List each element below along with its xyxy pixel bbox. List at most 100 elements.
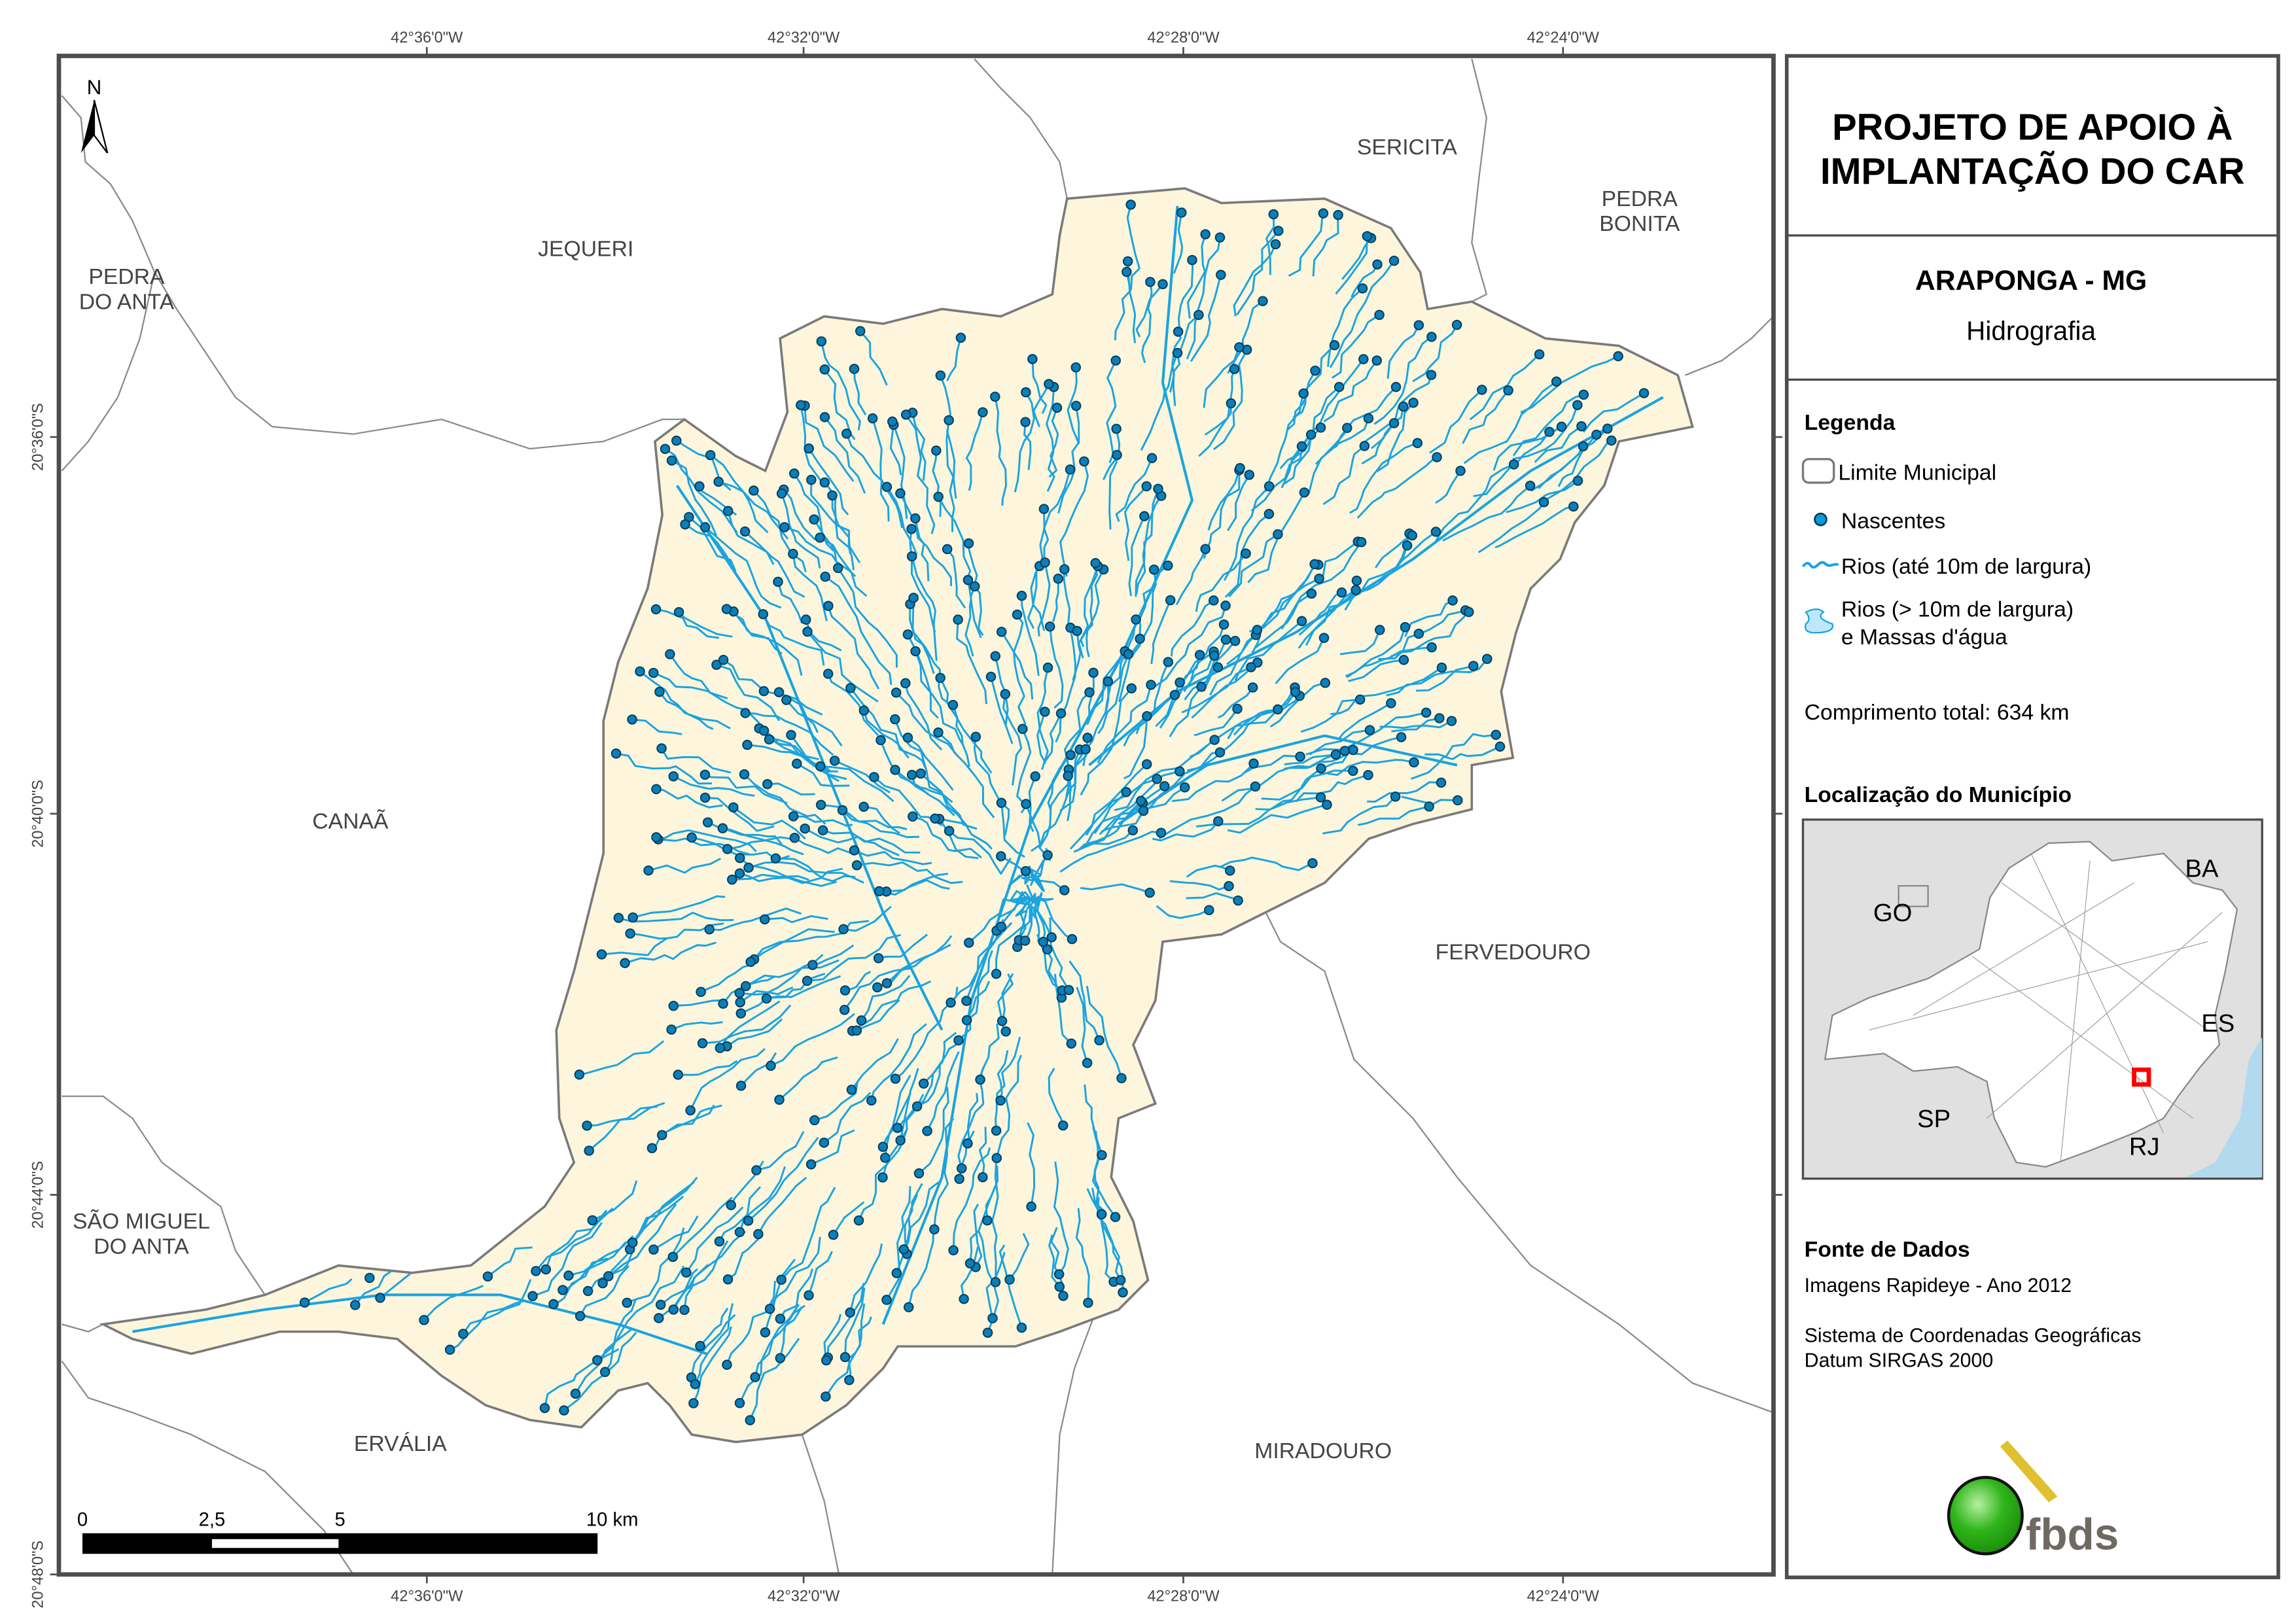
- spring-point: [1016, 590, 1027, 601]
- spring-point: [915, 768, 926, 779]
- spring-point: [1371, 355, 1383, 366]
- river: [631, 718, 682, 735]
- spring-point: [773, 687, 785, 697]
- spring-point: [1142, 710, 1152, 722]
- river: [1351, 264, 1379, 298]
- river: [689, 1048, 766, 1111]
- river: [807, 934, 901, 982]
- spring-point: [1354, 694, 1366, 705]
- river: [873, 776, 943, 827]
- spring-point: [906, 523, 917, 534]
- river: [586, 1106, 658, 1127]
- river: [700, 964, 752, 993]
- river: [853, 849, 932, 865]
- spring-point: [1165, 595, 1176, 606]
- spring-point: [1027, 354, 1038, 364]
- spring-point: [727, 874, 737, 885]
- svg-text:Fonte de Dados: Fonte de Dados: [1805, 1237, 1970, 1262]
- spring-point: [1083, 1297, 1093, 1308]
- spring-point: [557, 1285, 568, 1295]
- river: [1330, 667, 1443, 716]
- river: [743, 773, 826, 825]
- spring-point: [1572, 476, 1583, 486]
- river: [1115, 457, 1153, 522]
- spring-point: [1070, 362, 1082, 373]
- spring-point: [942, 544, 953, 555]
- spring-point: [1606, 435, 1617, 446]
- river: [1052, 578, 1059, 622]
- river: [937, 731, 995, 818]
- river: [709, 454, 789, 540]
- river: [739, 1304, 800, 1404]
- spring-point: [1447, 595, 1458, 606]
- spring-point: [1053, 1269, 1065, 1280]
- spring-point: [935, 672, 945, 684]
- spring-point: [982, 1215, 993, 1226]
- river: [827, 673, 879, 736]
- spring-point: [766, 1060, 776, 1071]
- spring-point: [1434, 713, 1445, 724]
- river: [553, 1257, 609, 1305]
- spring-point: [990, 651, 1001, 661]
- spring-point: [773, 576, 783, 587]
- spring-point: [1065, 464, 1076, 475]
- river: [568, 1235, 634, 1277]
- legend-item-label: Rios (até 10m de largura): [1841, 554, 2091, 579]
- spring-point: [704, 924, 715, 935]
- municipality-name: ARAPONGA - MG: [1915, 265, 2147, 296]
- river: [807, 1251, 833, 1296]
- spring-point: [809, 514, 819, 525]
- spring-point: [1122, 266, 1132, 277]
- spring-point: [1123, 649, 1134, 659]
- spring-point: [1494, 741, 1506, 752]
- spring-point: [1270, 239, 1281, 250]
- spring-point: [1053, 573, 1064, 584]
- spring-point: [1016, 1322, 1027, 1333]
- river: [905, 414, 936, 534]
- neighbor-label-pedra-do-anta: DO ANTA: [79, 289, 175, 314]
- graticule-ticks: [50, 46, 1782, 1584]
- river: [820, 765, 894, 803]
- spring-point: [1135, 795, 1146, 807]
- spring-point: [996, 921, 1007, 932]
- spring-point: [1122, 256, 1133, 267]
- spring-point: [702, 817, 713, 828]
- spring-point: [1159, 781, 1170, 792]
- river: [632, 895, 726, 918]
- river: [859, 330, 888, 386]
- spring-point: [819, 477, 830, 488]
- spring-point: [1103, 676, 1114, 687]
- river: [722, 659, 766, 693]
- spring-point: [760, 1327, 771, 1338]
- spring-point: [668, 1304, 679, 1315]
- river: [1217, 687, 1254, 719]
- spring-point: [734, 1397, 745, 1408]
- river: [1227, 803, 1328, 834]
- spring-point: [1233, 895, 1243, 906]
- spring-point: [743, 862, 754, 873]
- river: [775, 857, 856, 882]
- river: [1123, 485, 1148, 561]
- scale-bar: 0 2,5 5 10 km: [77, 1510, 639, 1554]
- spring-point: [770, 853, 781, 864]
- river: [1463, 381, 1557, 464]
- river: [1223, 485, 1270, 582]
- spring-point: [648, 667, 659, 678]
- river: [756, 1131, 805, 1172]
- river: [658, 837, 750, 856]
- spring-point: [845, 1307, 855, 1318]
- spring-point: [559, 1405, 569, 1416]
- river: [886, 486, 918, 555]
- spring-point: [776, 1274, 786, 1285]
- river: [1292, 344, 1335, 419]
- spring-point: [1402, 540, 1413, 551]
- river: [1150, 599, 1172, 665]
- municipality-highlight: [2132, 1067, 2151, 1087]
- spring-point: [953, 1035, 964, 1046]
- spring-point: [1388, 418, 1400, 428]
- spring-point: [705, 449, 716, 461]
- river: [722, 827, 783, 845]
- spring-point: [935, 370, 946, 381]
- river: [1067, 748, 1087, 822]
- spring-point: [963, 937, 974, 948]
